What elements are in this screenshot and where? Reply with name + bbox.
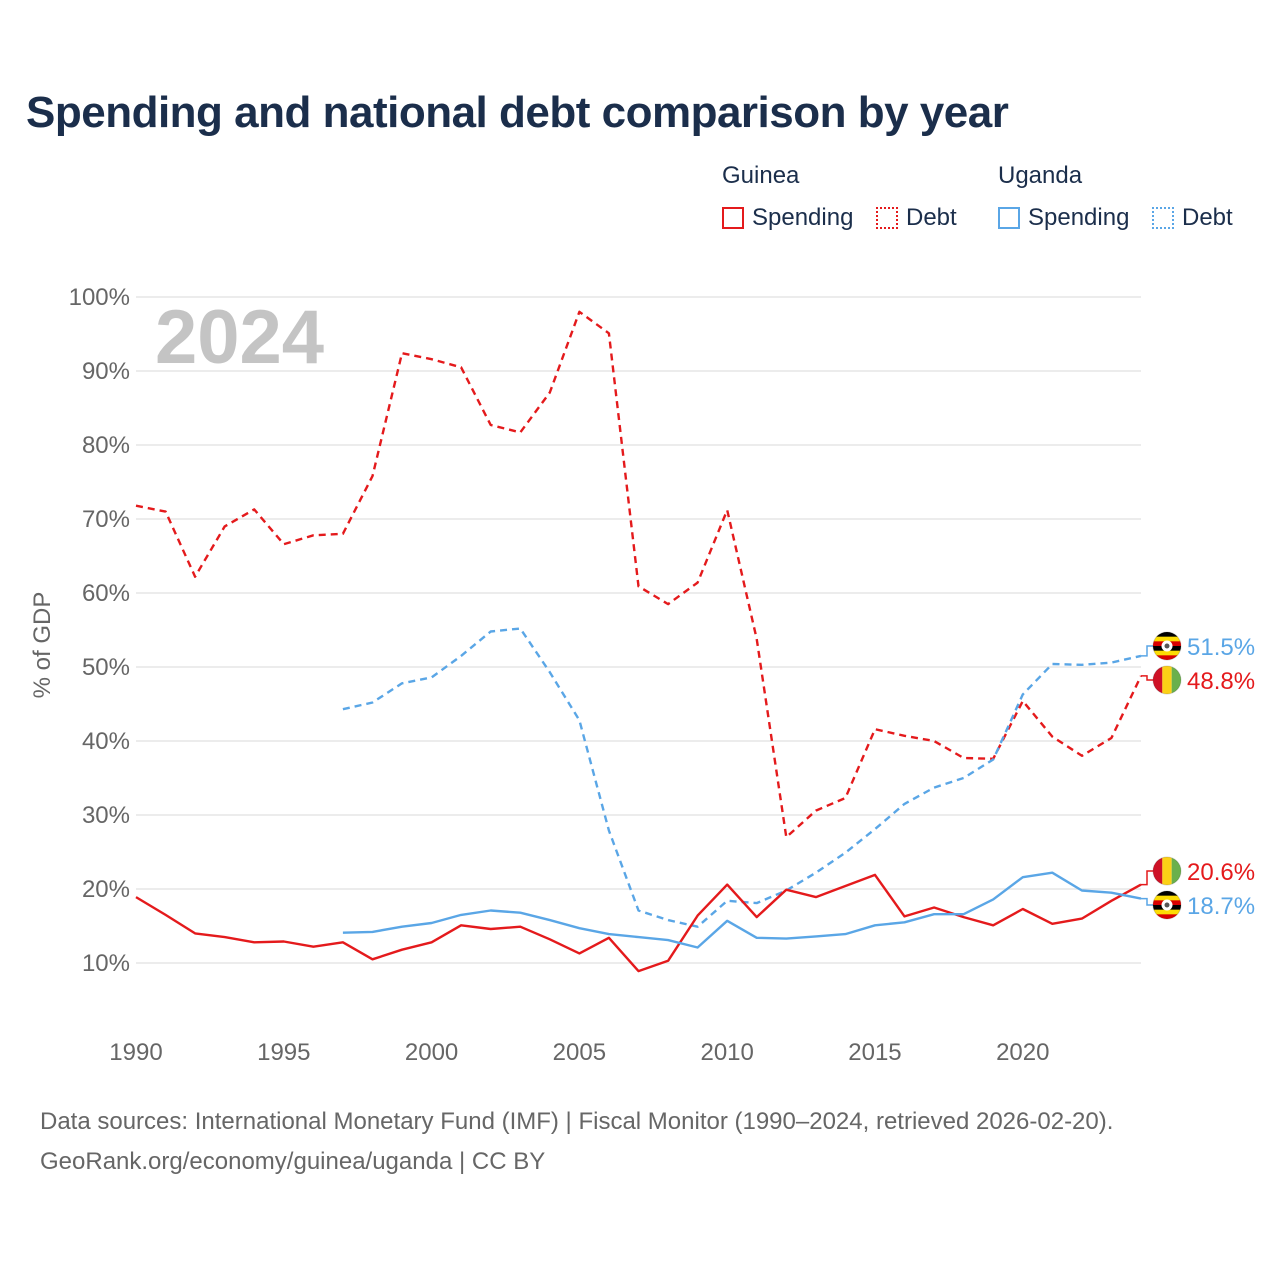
flag-body (1153, 666, 1181, 694)
flag-stripe (1153, 895, 1181, 901)
flag-stripe (1171, 857, 1181, 885)
y-tick-label: 70% (82, 506, 130, 533)
flag-outline (1152, 856, 1182, 886)
flag-body (1153, 857, 1181, 885)
source-note: Data sources: International Monetary Fun… (40, 1108, 1114, 1135)
legend-item-label: Debt (1182, 204, 1233, 231)
flag-stripe (1153, 636, 1181, 642)
flag-stripe (1171, 666, 1181, 694)
legend-country-label: Uganda (998, 162, 1083, 189)
uganda-flag-icon (1152, 631, 1182, 661)
chart-title: Spending and national debt comparison by… (26, 88, 1009, 137)
legend-group-guinea: Guinea Spending Debt (722, 162, 982, 242)
guinea-flag-icon (1152, 665, 1182, 695)
flag-stripe (1153, 650, 1181, 656)
flag-body (1153, 632, 1181, 660)
x-tick-label: 2020 (996, 1039, 1049, 1066)
end-value-label: 18.7% (1187, 893, 1255, 920)
leader-line (1141, 897, 1153, 906)
y-tick-label: 60% (82, 580, 130, 607)
legend-country-label: Guinea (722, 162, 800, 189)
y-axis-label: % of GDP (29, 592, 56, 699)
leader-line (1141, 675, 1153, 681)
source-link[interactable]: GeoRank.org/economy/guinea/uganda | CC B… (40, 1148, 546, 1175)
legend-item-uganda-debt[interactable]: Debt (1152, 204, 1233, 232)
y-tick-label: 30% (82, 802, 130, 829)
y-tick-label: 100% (69, 284, 130, 311)
flag-emblem-bird (1164, 902, 1170, 908)
series-line-guinea-debt (135, 310, 1143, 839)
x-tick-label: 2000 (405, 1039, 458, 1066)
year-watermark: 2024 (155, 295, 324, 380)
x-tick-label: 1995 (257, 1039, 310, 1066)
y-tick-label: 50% (82, 654, 130, 681)
y-tick-label: 90% (82, 358, 130, 385)
x-tick-label: 2005 (553, 1039, 606, 1066)
series-layer (135, 310, 1143, 973)
y-tick-label: 10% (82, 950, 130, 977)
uganda-flag-icon (1152, 890, 1182, 920)
flag-stripe (1162, 857, 1172, 885)
flag-stripe (1153, 655, 1181, 660)
end-value-label: 20.6% (1187, 859, 1255, 886)
flag-outline (1152, 631, 1182, 661)
legend-swatch-solid (998, 207, 1020, 229)
flag-stripe (1153, 914, 1181, 919)
flag-stripe (1153, 891, 1181, 897)
end-value-label: 51.5% (1187, 634, 1255, 661)
guinea-flag-icon (1152, 856, 1182, 886)
y-tick-label: 20% (82, 876, 130, 903)
leader-line (1141, 870, 1153, 886)
y-tick-label: 40% (82, 728, 130, 755)
leader-line (1141, 645, 1153, 657)
end-value-label: 48.8% (1187, 668, 1255, 695)
y-tick-label: 80% (82, 432, 130, 459)
x-tick-label: 2015 (848, 1039, 901, 1066)
flag-stripe (1162, 666, 1172, 694)
flag-outline (1152, 665, 1182, 695)
flag-stripe (1153, 857, 1163, 885)
legend-item-guinea-debt[interactable]: Debt (876, 204, 957, 232)
x-tick-label: 2010 (700, 1039, 753, 1066)
end-labels: 48.8% 51.5% 20.6% 18.7% (1141, 631, 1255, 920)
legend-swatch-dotted (1152, 207, 1174, 229)
grid (136, 296, 1141, 964)
series-line-uganda-spending (342, 871, 1142, 949)
line-chart: 2024 10% 20% 30% 40% 50% 60% 70% 80% 90% 100% 199… (29, 284, 1255, 1066)
legend-item-label: Debt (906, 204, 957, 231)
legend-item-guinea-spending[interactable]: Spending (722, 204, 853, 232)
legend-swatch-dotted (876, 207, 898, 229)
legend-item-label: Spending (1028, 204, 1130, 231)
legend-item-uganda-spending[interactable]: Spending (998, 204, 1129, 232)
series-line-guinea-spending (135, 873, 1142, 973)
flag-body (1153, 891, 1181, 919)
flag-stripe (1153, 666, 1163, 694)
x-axis: 1990 1995 2000 2005 2010 2015 2020 (109, 1039, 1049, 1066)
y-axis: 10% 20% 30% 40% 50% 60% 70% 80% 90% 100% (69, 284, 130, 977)
flag-emblem-bird (1164, 643, 1170, 649)
series-line-uganda-debt (342, 627, 1142, 928)
flag-outline (1152, 890, 1182, 920)
legend-swatch-solid (722, 207, 744, 229)
legend-group-uganda: Uganda Spending Debt (998, 162, 1258, 242)
flag-stripe (1153, 632, 1181, 638)
x-tick-label: 1990 (109, 1039, 162, 1066)
legend-item-label: Spending (752, 204, 854, 231)
flag-stripe (1153, 909, 1181, 915)
